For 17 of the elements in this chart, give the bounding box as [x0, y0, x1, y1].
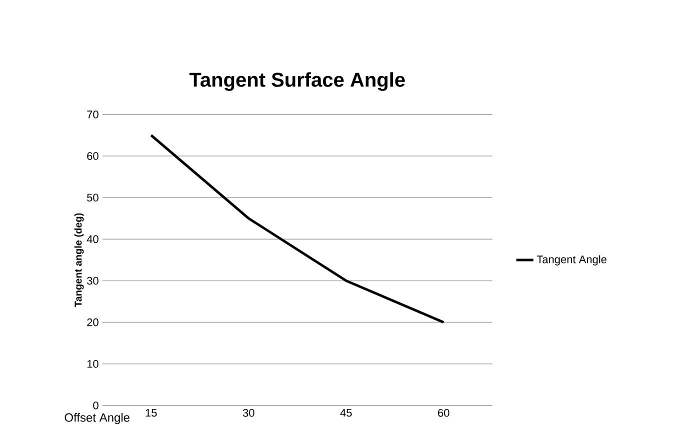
- x-tick-label: 30: [242, 408, 254, 417]
- y-tick-label: 30: [87, 276, 98, 285]
- y-tick-label: 0: [93, 402, 98, 410]
- line-series: [150, 134, 445, 324]
- legend-label: Tangent Angle: [536, 255, 606, 266]
- y-tick-label: 40: [86, 235, 98, 244]
- y-tick-label: 10: [87, 360, 98, 368]
- y-tick-label: 50: [87, 194, 98, 202]
- y-tick-label: 60: [87, 152, 98, 160]
- chart-title: Tangent Surface Angle: [189, 72, 405, 91]
- y-tick-label: 70: [87, 110, 98, 118]
- x-tick-label: 60: [438, 408, 450, 417]
- x-axis-title: Offset Angle: [64, 412, 130, 424]
- x-tick-label: 45: [340, 408, 352, 417]
- y-axis-title: Tangent angle (deg): [74, 213, 84, 307]
- y-tick-label: 20: [87, 318, 98, 326]
- x-tick-label: 15: [146, 408, 157, 417]
